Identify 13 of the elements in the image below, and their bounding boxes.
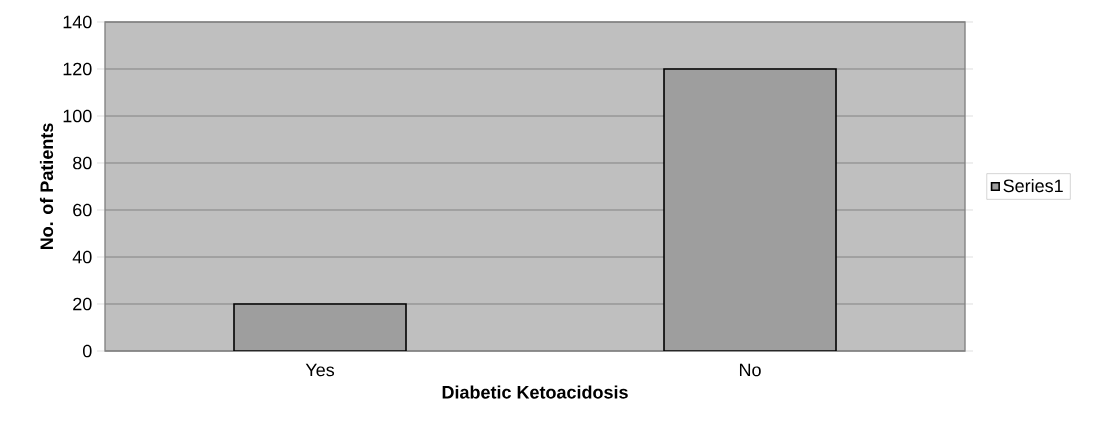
y-tick-label: 0 bbox=[82, 344, 92, 358]
y-tick-label: 120 bbox=[63, 62, 92, 76]
y-tick-label: 60 bbox=[73, 203, 92, 217]
y-tick-label: 140 bbox=[63, 15, 92, 29]
y-tick-label: 80 bbox=[73, 156, 92, 170]
y-axis-title: No. of Patients bbox=[39, 123, 54, 250]
y-tick-label: 20 bbox=[73, 297, 92, 311]
y-tick-label: 100 bbox=[63, 109, 92, 123]
legend-label: Series1 bbox=[1003, 178, 1063, 193]
x-tick-label: No bbox=[739, 363, 761, 377]
y-tick-label: 40 bbox=[72, 250, 92, 264]
x-tick-label: Yes bbox=[305, 363, 335, 377]
x-axis-title: Diabetic Ketoacidosis bbox=[442, 385, 628, 399]
